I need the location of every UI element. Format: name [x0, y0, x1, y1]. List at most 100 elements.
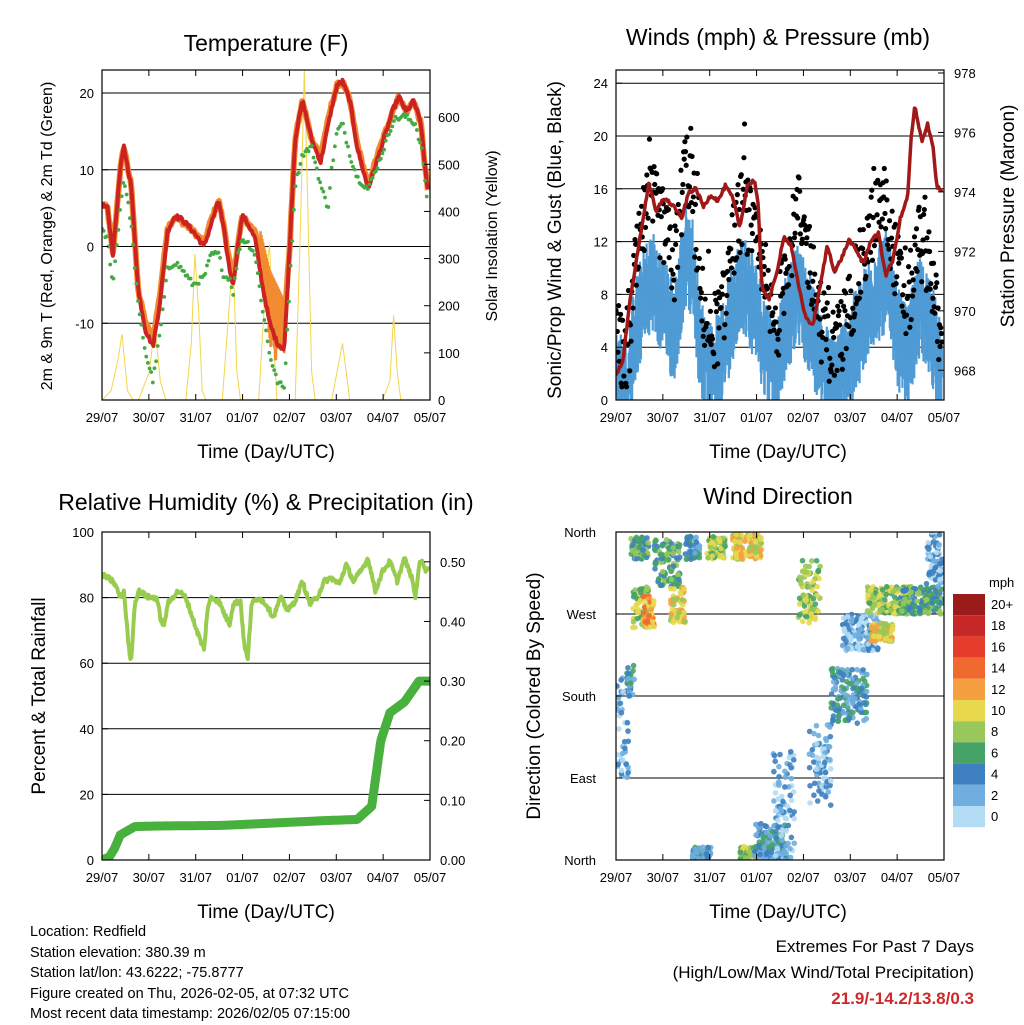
- wind-direction-point: [809, 558, 815, 564]
- gust-point: [900, 309, 906, 315]
- wind-direction-chart: Wind Direction North West South East North 29…: [524, 483, 1014, 923]
- gust-point: [871, 165, 877, 172]
- gust-point: [645, 215, 651, 221]
- wind-direction-point: [752, 821, 759, 828]
- colorbar-label: 20+: [991, 597, 1013, 612]
- gust-point: [843, 290, 849, 296]
- gust-point: [904, 312, 910, 318]
- wind-direction-point: [811, 780, 818, 787]
- dewpoint-point: [106, 244, 111, 249]
- wind-direction-point: [854, 643, 861, 650]
- gust-point: [619, 384, 625, 390]
- wind-direction-point: [813, 740, 820, 747]
- gust-point: [869, 257, 876, 263]
- gust-point: [916, 204, 922, 210]
- wind-direction-point: [716, 538, 723, 545]
- dewpoint-point: [349, 160, 354, 164]
- y2-tick-label: 968: [954, 363, 976, 378]
- dewpoint-point: [152, 366, 157, 371]
- wind-direction-point: [788, 775, 795, 782]
- dewpoint-point: [185, 273, 190, 278]
- gust-point: [883, 226, 889, 232]
- gust-point: [834, 367, 840, 373]
- wind-direction-point: [914, 598, 920, 605]
- wind-direction-point: [650, 601, 657, 608]
- wind-direction-point: [646, 613, 652, 619]
- wind-direction-point: [633, 555, 640, 562]
- gust-point: [860, 245, 866, 252]
- gust-point: [686, 204, 692, 210]
- gust-point: [699, 265, 706, 271]
- dewpoint-point: [272, 368, 277, 373]
- wind-direction-point: [733, 545, 740, 551]
- wind-direction-point: [678, 591, 684, 597]
- dewpoint-point: [326, 205, 331, 209]
- wind-direction-point: [910, 608, 916, 615]
- wind-direction-point: [752, 538, 759, 545]
- wind-direction-point: [630, 541, 636, 548]
- gust-point: [822, 306, 828, 312]
- dewpoint-point: [332, 144, 337, 149]
- wind-direction-point: [822, 793, 829, 800]
- dewpoint-point: [188, 276, 193, 281]
- wind-direction-point: [837, 670, 844, 676]
- gust-point: [682, 139, 688, 145]
- dewpoint-point: [124, 192, 129, 197]
- gust-point: [731, 270, 737, 276]
- wind-direction-point: [670, 550, 677, 557]
- wind-direction-point: [658, 552, 664, 558]
- dewpoint-point: [160, 307, 165, 312]
- gust-point: [884, 197, 890, 203]
- dewpoint-point: [232, 276, 237, 280]
- wind-direction-point: [618, 710, 625, 716]
- y-tick-label: East: [570, 771, 596, 786]
- wind-direction-point: [681, 586, 687, 592]
- wind-direction-point: [781, 849, 788, 856]
- dewpoint-point: [254, 260, 259, 265]
- gust-point: [679, 189, 685, 195]
- wind-direction-point: [699, 848, 706, 854]
- wind-direction-point: [814, 592, 820, 599]
- dewpoint-point: [119, 194, 124, 199]
- wind-direction-point: [864, 608, 871, 614]
- wind-direction-point: [671, 586, 677, 592]
- colorbar-title: mph: [989, 575, 1014, 590]
- gust-point: [823, 347, 830, 353]
- wind-direction-point: [936, 541, 942, 548]
- dewpoint-point: [423, 178, 427, 183]
- x-tick-label: 29/07: [600, 870, 633, 885]
- wind-direction-point: [768, 856, 775, 860]
- dewpoint-point: [380, 151, 385, 156]
- x-tick-label: 03/07: [320, 410, 353, 425]
- wind-direction-point: [659, 542, 666, 549]
- gust-point: [869, 187, 875, 193]
- wind-direction-point: [709, 553, 716, 559]
- wind-direction-point: [623, 761, 629, 767]
- wind-direction-point: [659, 568, 666, 575]
- y2-tick-label: 0.20: [440, 734, 465, 749]
- winds-title: Winds (mph) & Pressure (mb): [626, 24, 930, 50]
- y-tick-label: 16: [594, 182, 608, 197]
- y2-tick-label: 0.30: [440, 674, 465, 689]
- wind-direction-point: [854, 720, 861, 726]
- gust-point: [616, 328, 620, 335]
- dewpoint-point: [114, 243, 119, 247]
- wind-direction-point: [809, 752, 816, 758]
- wind-direction-point: [865, 592, 871, 599]
- gust-point: [840, 356, 846, 362]
- humidity-plot-frame: [101, 531, 431, 861]
- wind-direction-point: [860, 693, 867, 699]
- wind-direction-point: [676, 576, 682, 583]
- wind-direction-point: [679, 596, 686, 603]
- gust-point: [870, 214, 876, 221]
- wind-direction-point: [933, 598, 940, 605]
- gust-point: [686, 184, 693, 190]
- wind-direction-point: [872, 638, 878, 644]
- gust-point: [825, 313, 831, 319]
- gust-point: [694, 170, 700, 177]
- wind-direction-point: [644, 535, 650, 541]
- dewpoint-point: [123, 184, 127, 189]
- gust-point: [931, 304, 937, 310]
- y2-tick-label: 600: [438, 110, 460, 125]
